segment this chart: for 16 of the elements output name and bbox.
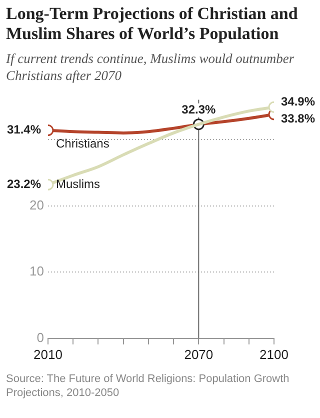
chart-subtitle: If current trends continue, Muslims would outnumber Christians after 2070	[6, 50, 296, 84]
series-label: Christians	[56, 136, 110, 151]
x-tick-label: 2010	[34, 346, 62, 362]
source-note: Source: The Future of World Religions: Population Growth Projections, 2010-2050	[6, 372, 290, 400]
data-label: 23.2%	[6, 176, 42, 191]
y-tick-label: 0	[36, 330, 44, 345]
x-tick-label: 2100	[260, 346, 288, 362]
data-label: 33.8%	[281, 112, 316, 126]
data-label: 31.4%	[6, 122, 42, 137]
x-tick-label: 2070	[184, 346, 214, 362]
chart-title: Long-Term Projections of Christian and Muslim Shares of World’s Population	[6, 4, 299, 44]
data-label: 34.9%	[281, 94, 316, 108]
y-tick-label: 20	[30, 197, 44, 212]
y-tick-label: 10	[30, 264, 44, 279]
data-label: 32.3%	[182, 102, 216, 117]
series-label: Muslims	[56, 176, 100, 191]
